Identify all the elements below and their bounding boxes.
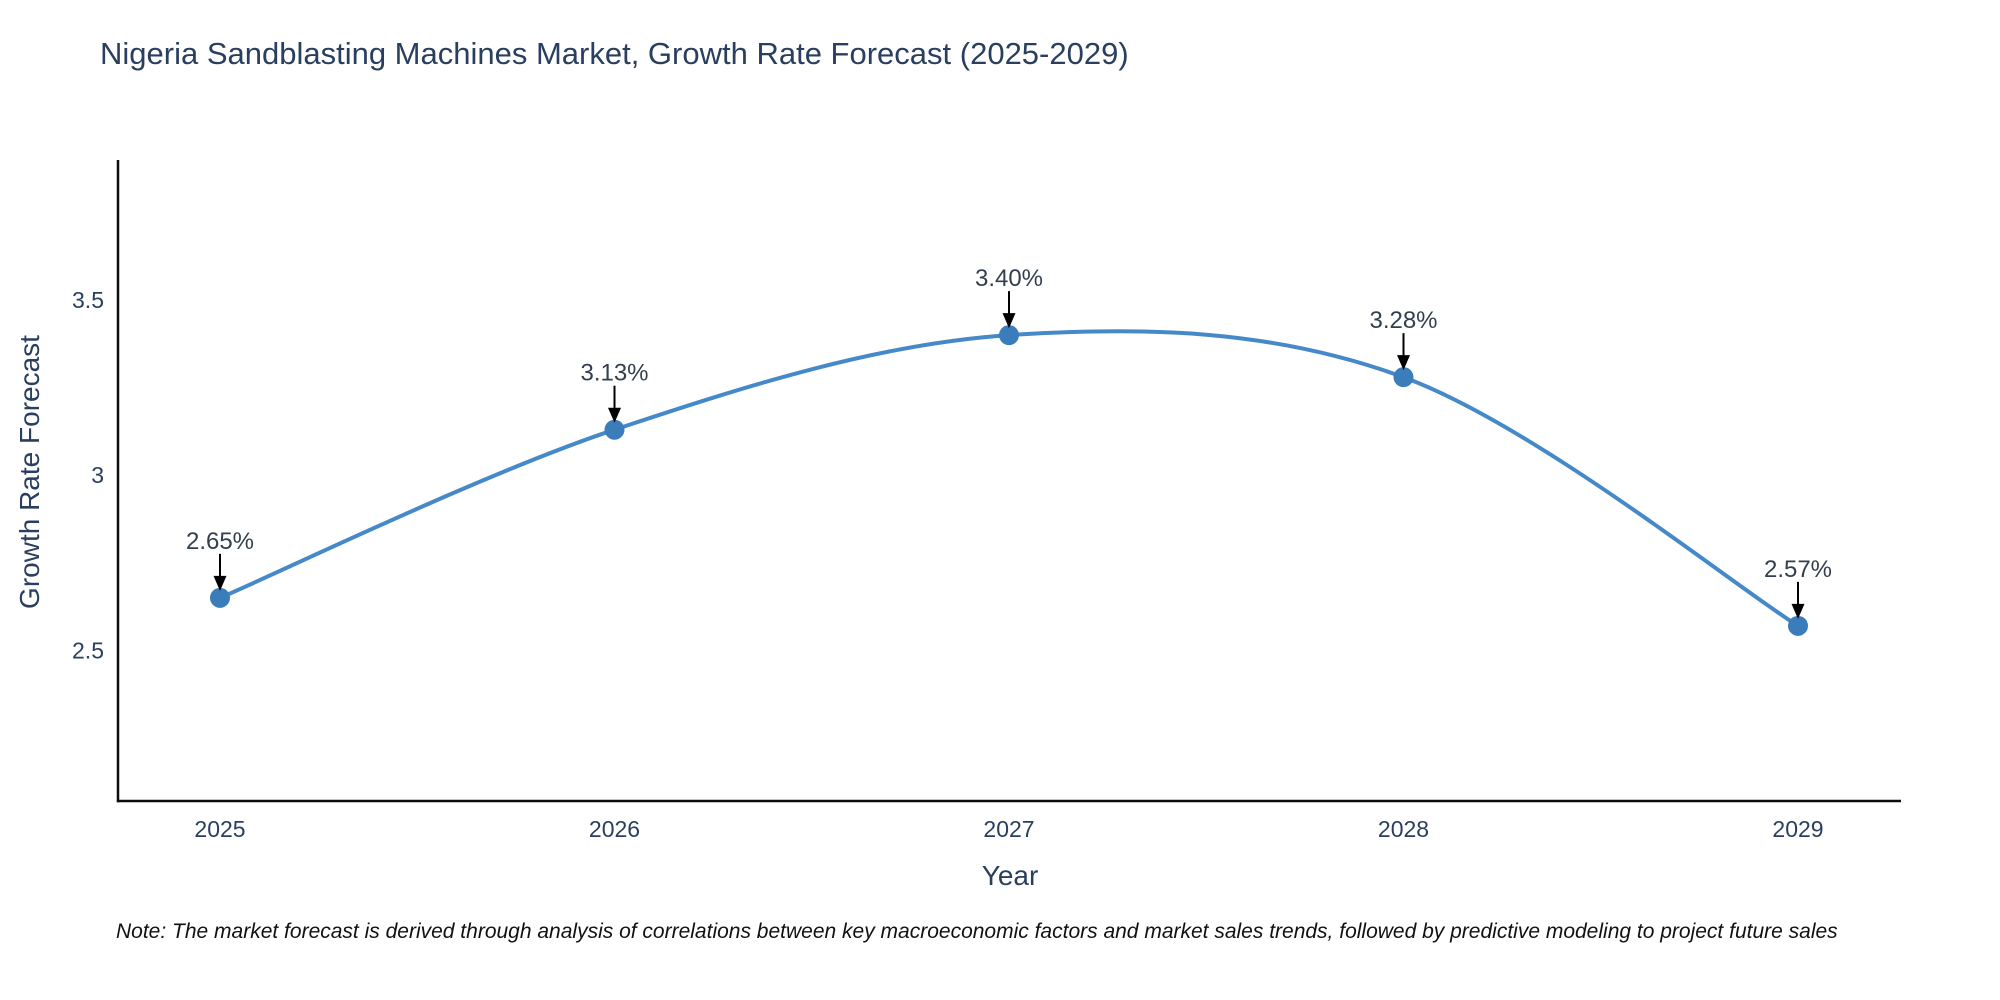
annotation-label: 3.40% bbox=[975, 265, 1043, 292]
data-point-marker bbox=[999, 325, 1019, 346]
x-axis-title: Year bbox=[981, 860, 1039, 891]
annotation-arrowhead bbox=[608, 407, 621, 423]
x-tick-label: 2027 bbox=[983, 816, 1034, 842]
data-point-marker bbox=[1393, 367, 1414, 388]
data-line bbox=[218, 329, 1800, 628]
annotation-label: 3.28% bbox=[1369, 307, 1437, 334]
x-tick-label: 2025 bbox=[194, 816, 245, 842]
data-point-marker bbox=[1788, 615, 1808, 636]
y-tick-label: 3.5 bbox=[72, 287, 104, 313]
annotation-arrowhead bbox=[1397, 355, 1410, 371]
chart-title: Nigeria Sandblasting Machines Market, Gr… bbox=[100, 36, 1129, 71]
footnote: Note: The market forecast is derived thr… bbox=[116, 920, 1838, 943]
data-point-marker bbox=[210, 587, 230, 608]
y-tick-label: 2.5 bbox=[72, 637, 104, 663]
y-tick-label: 3 bbox=[91, 462, 104, 488]
x-tick-label: 2026 bbox=[589, 816, 640, 842]
annotation-arrowhead bbox=[213, 575, 227, 591]
data-point-marker bbox=[604, 419, 625, 440]
x-tick-label: 2029 bbox=[1772, 816, 1823, 842]
x-tick-label: 2028 bbox=[1378, 816, 1429, 842]
annotation-arrowhead bbox=[1002, 313, 1016, 329]
annotation-label: 2.65% bbox=[186, 528, 254, 555]
annotation-label: 3.13% bbox=[580, 360, 648, 387]
annotation-arrowhead bbox=[1791, 603, 1805, 619]
annotation-label: 2.57% bbox=[1764, 556, 1832, 583]
